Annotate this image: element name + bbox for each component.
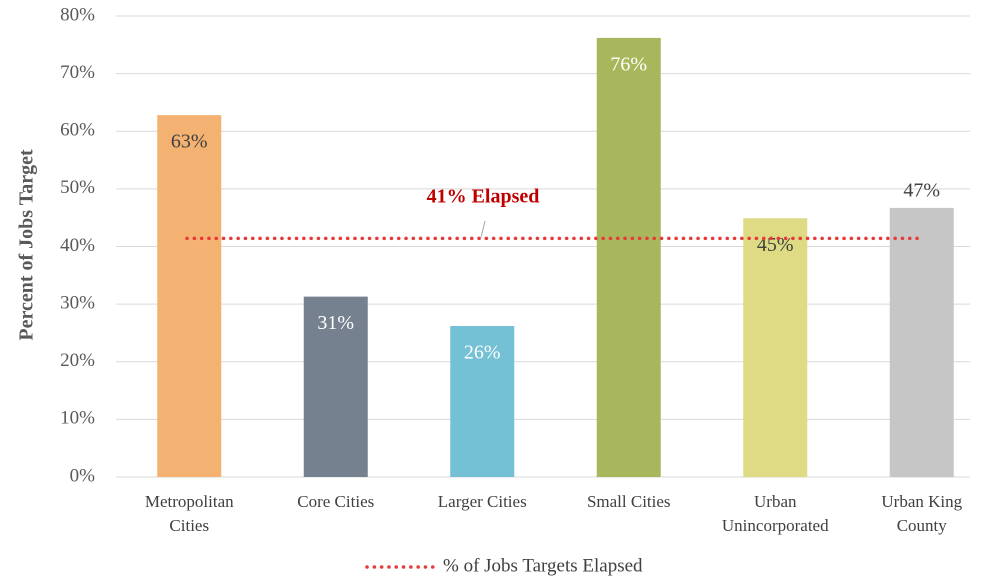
bar (450, 326, 515, 477)
legend-label: % of Jobs Targets Elapsed (443, 555, 643, 576)
bar (889, 207, 954, 478)
x-tick-label: Urban Unincorporated (721, 492, 829, 535)
y-tick-label: 50% (60, 177, 95, 198)
value-label: 26% (464, 342, 501, 364)
y-tick-label: 70% (60, 62, 95, 83)
x-tick-label: Small Cities (586, 492, 671, 511)
value-label: 47% (903, 179, 940, 201)
y-tick-label: 0% (70, 465, 96, 486)
value-label: 31% (317, 312, 354, 334)
value-label: 45% (757, 234, 794, 256)
value-label: 63% (171, 131, 208, 153)
value-label: 76% (610, 53, 647, 75)
y-tick-label: 10% (60, 408, 95, 429)
bar (596, 37, 661, 478)
y-tick-label: 40% (60, 235, 95, 256)
y-axis-title: Percent of Jobs Target (16, 149, 38, 341)
bar (157, 115, 222, 478)
y-tick-label: 20% (60, 350, 95, 371)
annotation: 41% Elapsed (427, 186, 540, 208)
x-tick-label: Larger Cities (437, 492, 527, 511)
x-tick-label: Metropolitan Cities (144, 492, 234, 535)
y-tick-label: 80% (60, 4, 95, 25)
bar (303, 296, 368, 477)
y-tick-label: 60% (60, 120, 95, 141)
x-tick-label: Urban King County (881, 492, 963, 535)
y-tick-label: 30% (60, 292, 95, 313)
x-tick-label: Core Cities (297, 492, 375, 511)
annotation-leader (480, 220, 486, 238)
bar (743, 218, 808, 478)
